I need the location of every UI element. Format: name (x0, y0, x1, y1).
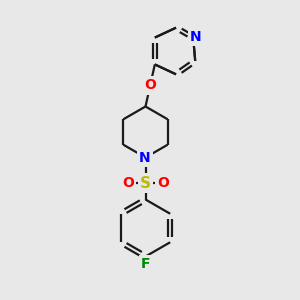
Text: N: N (139, 151, 151, 164)
Text: F: F (141, 257, 150, 271)
Text: S: S (140, 176, 151, 190)
Text: O: O (157, 176, 169, 190)
Text: O: O (144, 79, 156, 92)
Text: N: N (190, 30, 201, 44)
Text: O: O (122, 176, 134, 190)
